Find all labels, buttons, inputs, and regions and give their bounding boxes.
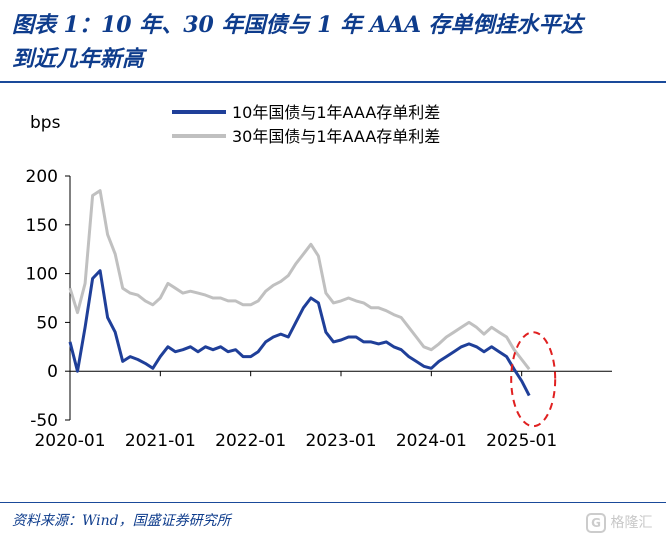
x-tick-label: 2020-01 (34, 431, 105, 451)
x-tick-label: 2022-01 (215, 431, 286, 451)
y-tick-label: 200 (26, 167, 58, 187)
legend: 10年国债与1年AAA存单利差 30年国债与1年AAA存单利差 (172, 103, 440, 146)
watermark-text: 格隆汇 (610, 515, 653, 531)
y-axis-unit-label: bps (30, 113, 61, 133)
highlight-ellipse (510, 331, 557, 428)
legend-label: 10年国债与1年AAA存单利差 (232, 103, 440, 122)
y-tick-label: 100 (26, 265, 58, 285)
chart-title-line1: 图表 1：10 年、30 年国债与 1 年 AAA 存单倒挂水平达 (12, 12, 583, 38)
y-tick-label: 0 (47, 362, 58, 382)
x-tick-label: 2023-01 (305, 431, 376, 451)
series-line-1 (68, 189, 531, 371)
watermark-logo-icon: G (586, 513, 606, 533)
chart-area: 10年国债与1年AAA存单利差 30年国债与1年AAA存单利差 bps -50 0 5… (0, 90, 666, 500)
source-note: 资料来源：Wind，国盛证券研究所 (12, 513, 231, 529)
x-tick-label: 2021-01 (125, 431, 196, 451)
watermark: G 格隆汇 (586, 512, 664, 536)
chart-title-line2: 到近几年新高 (12, 46, 145, 72)
line-chart: 10年国债与1年AAA存单利差 30年国债与1年AAA存单利差 bps -50 0 5… (26, 103, 612, 451)
inversion-highlight (510, 331, 557, 428)
legend-label: 30年国债与1年AAA存单利差 (232, 127, 440, 146)
x-tick-label: 2025-01 (486, 431, 557, 451)
footer-divider (0, 502, 666, 503)
series-layer (68, 189, 531, 397)
chart-title: 图表 1：10 年、30 年国债与 1 年 AAA 存单倒挂水平达 到近几年新高 (12, 8, 652, 76)
y-tick-label: 50 (36, 313, 58, 333)
y-tick-label: 150 (26, 216, 58, 236)
title-divider (0, 81, 666, 83)
y-tick-label: -50 (30, 411, 58, 431)
axes: -50 0 50 100 150 200 2020-01 2021-01 2022-01 2023… (26, 167, 612, 451)
x-tick-label: 2024-01 (396, 431, 467, 451)
series-line-0 (68, 269, 531, 397)
